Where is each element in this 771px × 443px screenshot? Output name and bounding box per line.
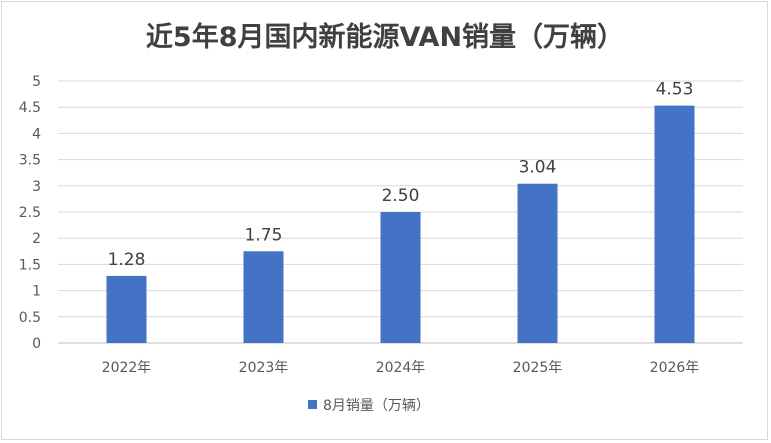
chart-title: 近5年8月国内新能源VAN销量（万辆） [146, 21, 624, 53]
bar [654, 105, 695, 344]
data-label: 2.50 [382, 186, 420, 206]
x-tick-label: 2022年 [102, 360, 152, 376]
y-tick-label: 4 [32, 126, 41, 142]
data-label: 1.28 [108, 250, 146, 270]
y-tick-label: 1 [32, 284, 41, 300]
bar [106, 275, 147, 343]
data-label: 4.53 [656, 80, 694, 100]
x-axis-ticks: 2022年 2023年 2024年 2025年 2026年 [102, 360, 700, 376]
bar [517, 183, 558, 343]
bars [106, 105, 695, 344]
y-tick-label: 4.5 [19, 100, 41, 116]
bar [243, 251, 284, 343]
y-tick-label: 3 [32, 179, 41, 195]
gridlines [58, 80, 743, 344]
legend-swatch [308, 400, 317, 409]
x-tick-label: 2024年 [376, 360, 426, 376]
data-labels: 1.28 1.75 2.50 3.04 4.53 [108, 80, 694, 270]
legend: 8月销量（万辆） [308, 398, 430, 414]
bar [380, 212, 421, 343]
data-label: 1.75 [245, 225, 283, 245]
y-tick-label: 1.5 [19, 257, 41, 273]
y-axis-ticks: 0 0.5 1 1.5 2 2.5 3 3.5 4 4.5 5 [19, 74, 41, 352]
y-tick-label: 5 [32, 74, 41, 90]
x-tick-label: 2026年 [650, 360, 700, 376]
data-label: 3.04 [519, 158, 557, 178]
legend-label: 8月销量（万辆） [323, 398, 430, 414]
y-tick-label: 0 [32, 336, 41, 352]
y-tick-label: 2.5 [19, 205, 41, 221]
x-tick-label: 2025年 [513, 360, 563, 376]
y-tick-label: 3.5 [19, 153, 41, 169]
y-tick-label: 2 [32, 231, 41, 247]
y-tick-label: 0.5 [19, 310, 41, 326]
x-tick-label: 2023年 [239, 360, 289, 376]
